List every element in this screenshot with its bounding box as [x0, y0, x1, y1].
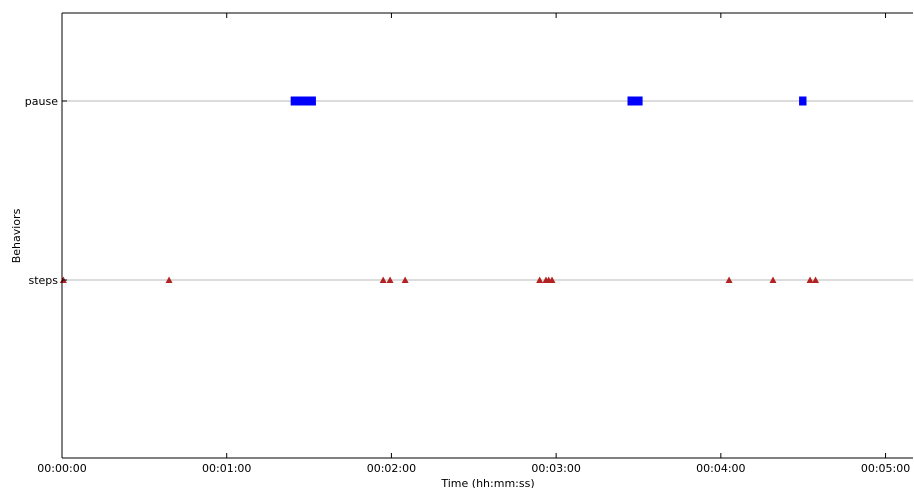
steps-point	[401, 276, 409, 283]
x-axis-label: Time (hh:mm:ss)	[440, 477, 534, 488]
steps-point	[806, 276, 814, 283]
x-tick-label: 00:02:00	[367, 462, 416, 475]
x-tick-label: 00:05:00	[861, 462, 910, 475]
steps-point	[812, 276, 820, 283]
pause-interval	[799, 96, 807, 106]
steps-point	[548, 276, 556, 283]
steps-point	[769, 276, 777, 283]
behavior-lines	[62, 100, 913, 281]
steps-point	[379, 276, 387, 283]
steps-point	[725, 276, 733, 283]
x-tick-label: 00:03:00	[531, 462, 580, 475]
axes	[61, 12, 913, 459]
steps-point	[386, 276, 394, 283]
x-tick-label: 00:01:00	[202, 462, 251, 475]
y-tick-label-pause: pause	[25, 95, 58, 108]
tick-labels: 00:00:00 00:01:00 00:02:00 00:03:00 00:04:00…	[25, 95, 910, 475]
y-tick-label-steps: steps	[28, 274, 58, 287]
x-tick-label: 00:04:00	[696, 462, 745, 475]
steps-point	[165, 276, 173, 283]
steps-point	[536, 276, 544, 283]
x-tick-label: 00:00:00	[37, 462, 86, 475]
pause-interval	[627, 96, 643, 106]
y-axis-label: Behaviors	[10, 208, 23, 263]
event-marks	[59, 96, 820, 283]
pause-interval	[290, 96, 316, 106]
